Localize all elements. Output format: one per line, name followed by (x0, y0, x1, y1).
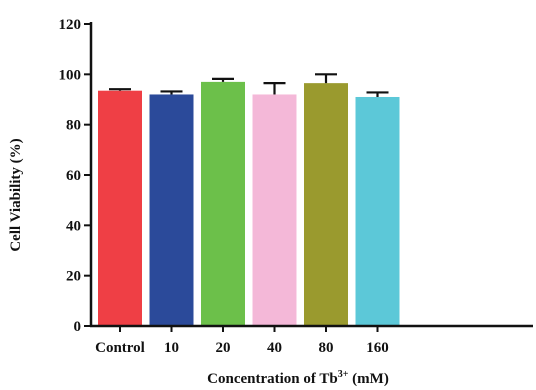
x-tick-label-80: 80 (319, 340, 334, 356)
error-bar-160 (366, 91, 389, 97)
y-tick-label-40: 40 (66, 218, 81, 234)
error-bar-80 (315, 73, 337, 84)
x-tick-label-160: 160 (366, 340, 389, 356)
bars-group (98, 81, 400, 327)
y-tick-label-120: 120 (59, 17, 82, 33)
x-tick-label-20: 20 (216, 340, 231, 356)
error-bar-40 (263, 82, 286, 95)
bar-10 (149, 94, 194, 326)
y-tick-label-60: 60 (66, 168, 81, 184)
y-tick-label-0: 0 (74, 319, 82, 335)
y-axis: 0 20 40 60 80 100 120 (59, 17, 93, 335)
y-tick-label-80: 80 (66, 118, 81, 134)
x-axis-title-main: Concentration of Tb (207, 371, 338, 387)
x-axis-title-unit: (mM) (348, 371, 388, 387)
bar-40 (252, 94, 297, 326)
x-axis: Control 10 20 40 80 160 (90, 324, 533, 356)
x-axis-title-superscript: 3+ (338, 369, 349, 380)
bar-160 (355, 96, 400, 326)
bar-20 (201, 81, 245, 326)
bar-control (98, 90, 142, 326)
x-tick-label-40: 40 (267, 340, 282, 356)
y-axis-title: Cell Viability (%) (8, 138, 24, 251)
error-bars-group (109, 73, 389, 97)
bar-80 (304, 83, 348, 327)
y-tick-label-20: 20 (66, 269, 81, 285)
y-tick-label-100: 100 (59, 67, 82, 83)
error-bar-20 (212, 77, 234, 82)
x-tick-label-10: 10 (164, 340, 179, 356)
error-bar-10 (160, 90, 183, 95)
x-axis-title: Concentration of Tb3+ (mM) (207, 369, 389, 387)
x-tick-label-control: Control (95, 340, 145, 356)
error-bar-control (109, 88, 131, 91)
